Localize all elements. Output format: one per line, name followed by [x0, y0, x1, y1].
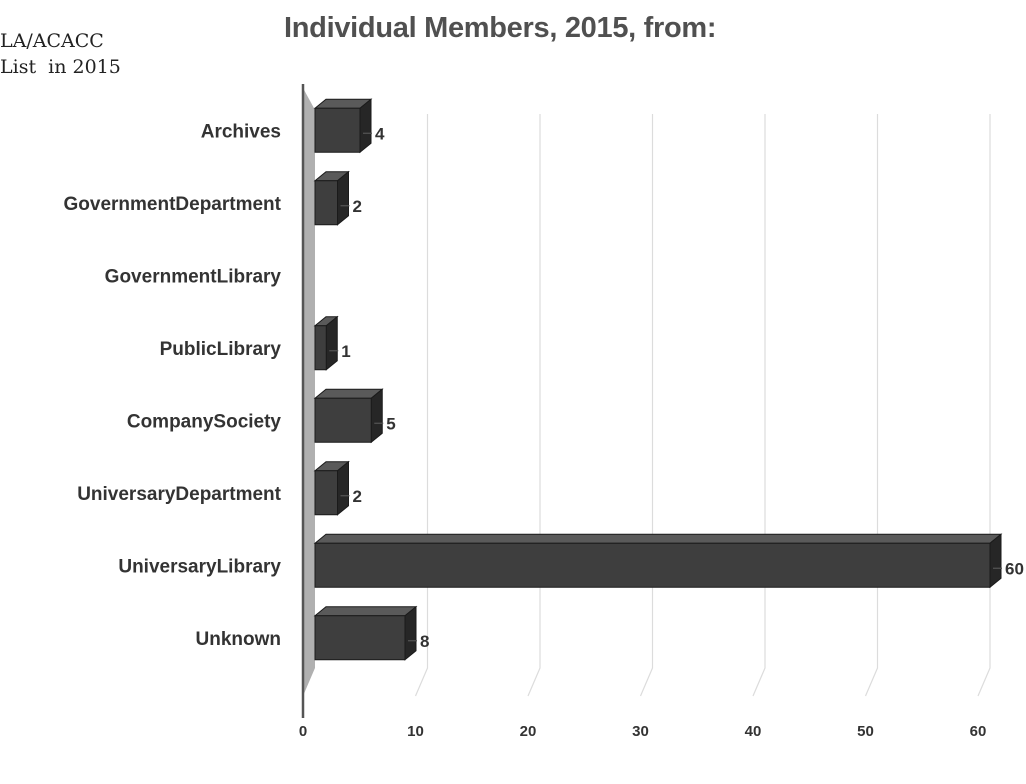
bar-side	[404, 605, 417, 661]
bar-front	[314, 397, 372, 443]
bar-front	[314, 107, 361, 153]
bar-top	[313, 533, 1003, 544]
x-tick-label: 60	[970, 723, 987, 740]
bar-governmentdepartment	[313, 170, 350, 226]
gridline	[639, 114, 654, 697]
bar-side	[370, 388, 383, 444]
bar-front	[314, 542, 991, 588]
bar-publiclibrary	[313, 315, 339, 371]
x-tick-label: 20	[520, 723, 537, 740]
corner-caption: LA/ACACC List in 2015	[0, 30, 121, 78]
x-tick-label: 0	[299, 723, 307, 740]
data-label-archives: 4	[375, 124, 385, 143]
bar-archives	[313, 98, 373, 154]
bar-universarylibrary	[313, 533, 1003, 589]
gridline	[864, 114, 879, 697]
data-label-universarydepartment: 2	[353, 487, 362, 506]
bar-unknown	[313, 605, 418, 661]
category-label-publiclibrary: PublicLibrary	[160, 339, 282, 360]
gridline	[414, 114, 429, 697]
bar-side	[325, 315, 338, 371]
gridline	[977, 114, 991, 697]
bar-companysociety	[313, 388, 384, 444]
data-label-governmentdepartment: 2	[353, 197, 362, 216]
gridline	[527, 114, 541, 697]
bar-universarydepartment	[313, 460, 350, 516]
category-label-universarylibrary: UniversaryLibrary	[118, 556, 281, 577]
gridline	[752, 114, 766, 697]
category-label-archives: Archives	[201, 121, 281, 142]
x-tick-label: 10	[407, 723, 424, 740]
data-label-companysociety: 5	[386, 414, 395, 433]
data-label-publiclibrary: 1	[341, 342, 350, 361]
category-label-governmentdepartment: GovernmentDepartment	[64, 194, 282, 215]
bar-front	[314, 325, 327, 371]
x-tick-label: 50	[857, 723, 874, 740]
bar-front	[314, 470, 338, 516]
bar-side	[989, 533, 1002, 589]
bar-front	[314, 180, 338, 226]
bar-side	[359, 98, 372, 154]
chart-side-wall	[303, 88, 315, 696]
bar-side	[337, 170, 349, 226]
category-label-universarydepartment: UniversaryDepartment	[77, 484, 281, 505]
category-label-governmentlibrary: GovernmentLibrary	[105, 266, 282, 287]
bar-top	[313, 606, 418, 617]
x-tick-label: 40	[745, 723, 762, 740]
category-label-unknown: Unknown	[196, 629, 282, 650]
x-tick-label: 30	[632, 723, 649, 740]
data-label-unknown: 8	[420, 632, 429, 651]
chart-title: Individual Members, 2015, from:	[284, 12, 717, 44]
bar-side	[337, 460, 349, 516]
category-label-companysociety: CompanySociety	[127, 411, 282, 432]
data-label-universarylibrary: 60	[1005, 559, 1024, 578]
bar-front	[314, 615, 406, 661]
